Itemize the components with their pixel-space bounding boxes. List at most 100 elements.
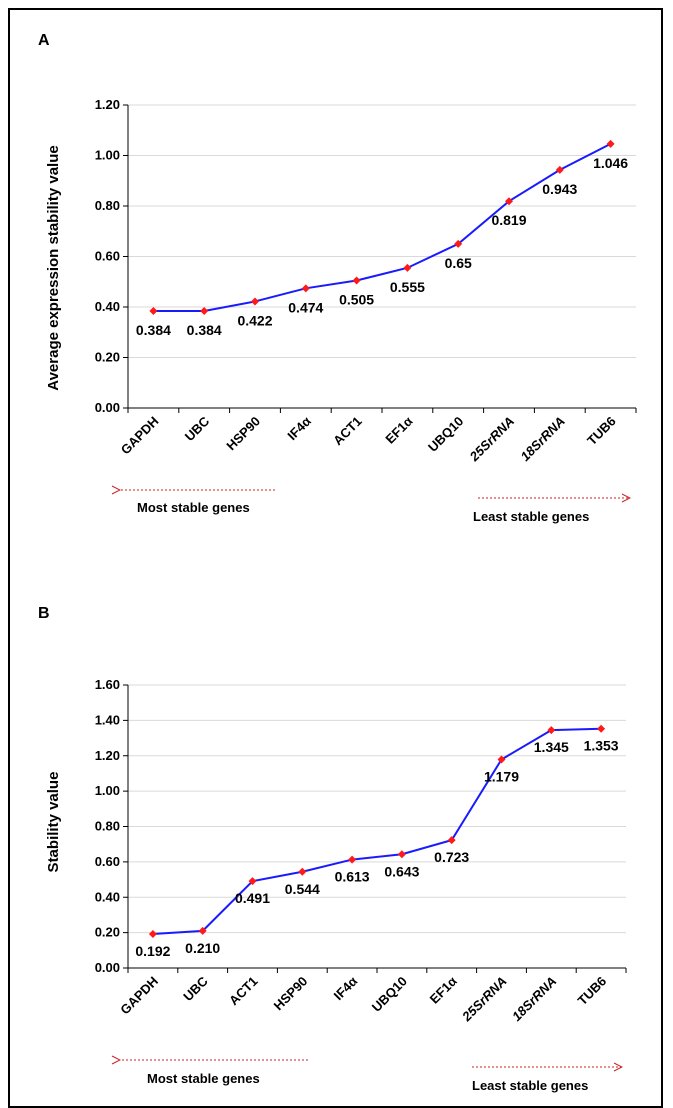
y-ticks-b: 0.00 0.20 0.40 0.60 0.80 1.00 1.20 1.40 1.60: [95, 677, 120, 975]
data-label: 0.422: [237, 312, 272, 328]
chart-panel-a: A Average expression stability value 0.0…: [38, 32, 637, 524]
data-label: 0.491: [235, 890, 270, 906]
data-label: 0.384: [136, 322, 171, 338]
y-tick-label: 0.20: [95, 925, 120, 940]
y-tick-label: 1.40: [95, 712, 120, 727]
data-point: [301, 284, 310, 293]
x-category-label: TUB6: [575, 974, 610, 1009]
data-label: 0.474: [288, 299, 323, 315]
data-label: 1.345: [534, 739, 569, 755]
data-point: [403, 263, 412, 272]
y-axis-title-b: Stability value: [45, 772, 62, 873]
chart-panel-b: B Stability value 0.00 0.20 0.40 0.60 0.80 1.…: [38, 605, 627, 1093]
x-category-label: 25SrRNA: [458, 974, 509, 1025]
data-labels-a: 0.384 0.384 0.422 0.474 0.505 0.555 0.65 0.819 0…: [136, 155, 628, 338]
x-category-label: 18SrRNA: [517, 414, 567, 464]
data-point: [505, 197, 513, 206]
data-point: [352, 276, 361, 285]
y-tick-label: 1.00: [95, 783, 120, 798]
panel-label-b: B: [38, 605, 50, 622]
data-label: 0.384: [187, 322, 222, 338]
panel-label-a: A: [38, 32, 50, 49]
y-tick-label: 0.00: [95, 400, 120, 415]
y-axis-title-a: Average expression stability value: [45, 145, 62, 390]
data-label: 1.046: [593, 155, 628, 171]
y-tick-label: 1.00: [95, 148, 120, 163]
data-label: 0.505: [339, 291, 374, 307]
x-category-label: IF4α: [331, 974, 361, 1004]
gridlines-a: [128, 104, 636, 358]
axes-a: [123, 104, 637, 413]
y-tick-label: 1.20: [95, 748, 120, 763]
data-label: 1.179: [484, 768, 519, 784]
x-category-label: 25SrRNA: [466, 414, 517, 465]
data-label: 0.613: [335, 869, 370, 885]
data-point: [555, 165, 564, 174]
data-label: 0.192: [135, 943, 170, 959]
x-category-label: ACT1: [226, 974, 261, 1009]
data-point: [454, 239, 463, 248]
y-tick-label: 0.40: [95, 299, 120, 314]
y-tick-label: 1.60: [95, 677, 120, 692]
x-category-label: HSP90: [271, 974, 311, 1014]
right-note-a: Least stable genes: [473, 509, 589, 524]
data-point: [606, 139, 615, 148]
x-categories-a: GAPDH UBC HSP90 IF4α ACT1 EF1α UBQ10 25SrRNA 18S…: [118, 413, 619, 465]
data-label: 0.65: [445, 255, 472, 271]
data-point: [447, 836, 456, 845]
x-category-label: UBC: [182, 413, 213, 444]
y-tick-label: 0.20: [95, 350, 120, 365]
data-point: [298, 867, 307, 876]
left-note-b: Most stable genes: [147, 1071, 260, 1086]
x-category-label: UBQ10: [425, 414, 466, 455]
x-category-label: GAPDH: [118, 414, 162, 458]
right-note-b: Least stable genes: [472, 1078, 588, 1093]
data-label: 0.210: [185, 940, 220, 956]
data-point: [148, 930, 157, 939]
data-label: 0.943: [542, 181, 577, 197]
data-point: [251, 297, 259, 306]
data-label: 0.555: [390, 279, 425, 295]
data-point: [149, 307, 158, 316]
x-category-label: ACT1: [330, 414, 365, 449]
gridlines-b: [128, 684, 626, 934]
y-tick-label: 0.80: [95, 198, 120, 213]
data-label: 0.544: [285, 881, 320, 897]
x-category-label: HSP90: [223, 414, 263, 454]
y-ticks-a: 0.00 0.20 0.40 0.60 0.80 1.00 1.20: [95, 97, 120, 415]
data-point: [547, 726, 556, 735]
series-b: [148, 724, 606, 939]
y-tick-label: 0.80: [95, 819, 120, 834]
data-point: [198, 926, 207, 935]
data-point: [248, 877, 257, 886]
y-tick-label: 0.40: [95, 889, 120, 904]
x-category-label: 18SrRNA: [509, 974, 559, 1024]
y-tick-label: 0.60: [95, 854, 120, 869]
y-tick-label: 0.00: [95, 960, 120, 975]
data-point: [597, 724, 606, 733]
y-tick-label: 0.60: [95, 249, 120, 264]
data-point: [348, 855, 357, 864]
x-category-label: UBQ10: [369, 974, 410, 1015]
data-label: 1.353: [584, 738, 619, 754]
series-line: [152, 727, 602, 936]
x-category-label: UBC: [180, 973, 211, 1004]
axes-b: [123, 684, 627, 973]
data-point: [397, 850, 406, 859]
x-category-label: EF1α: [382, 414, 415, 447]
data-point: [200, 307, 209, 316]
data-label: 0.643: [384, 863, 419, 879]
y-tick-label: 1.20: [95, 97, 120, 112]
data-label: 0.723: [434, 849, 469, 865]
data-label: 0.819: [491, 212, 526, 228]
x-category-label: GAPDH: [117, 974, 161, 1018]
series-a: [149, 139, 615, 316]
data-point: [497, 755, 506, 764]
x-category-label: EF1α: [427, 974, 460, 1007]
left-note-a: Most stable genes: [137, 500, 250, 515]
x-category-label: IF4α: [284, 414, 314, 444]
x-category-label: TUB6: [584, 414, 619, 449]
data-labels-b: 0.192 0.210 0.491 0.544 0.613 0.643 0.723 1.179…: [135, 738, 618, 959]
x-categories-b: GAPDH UBC ACT1 HSP90 IF4α UBQ10 EF1α 25SrRNA 18S…: [117, 973, 609, 1025]
